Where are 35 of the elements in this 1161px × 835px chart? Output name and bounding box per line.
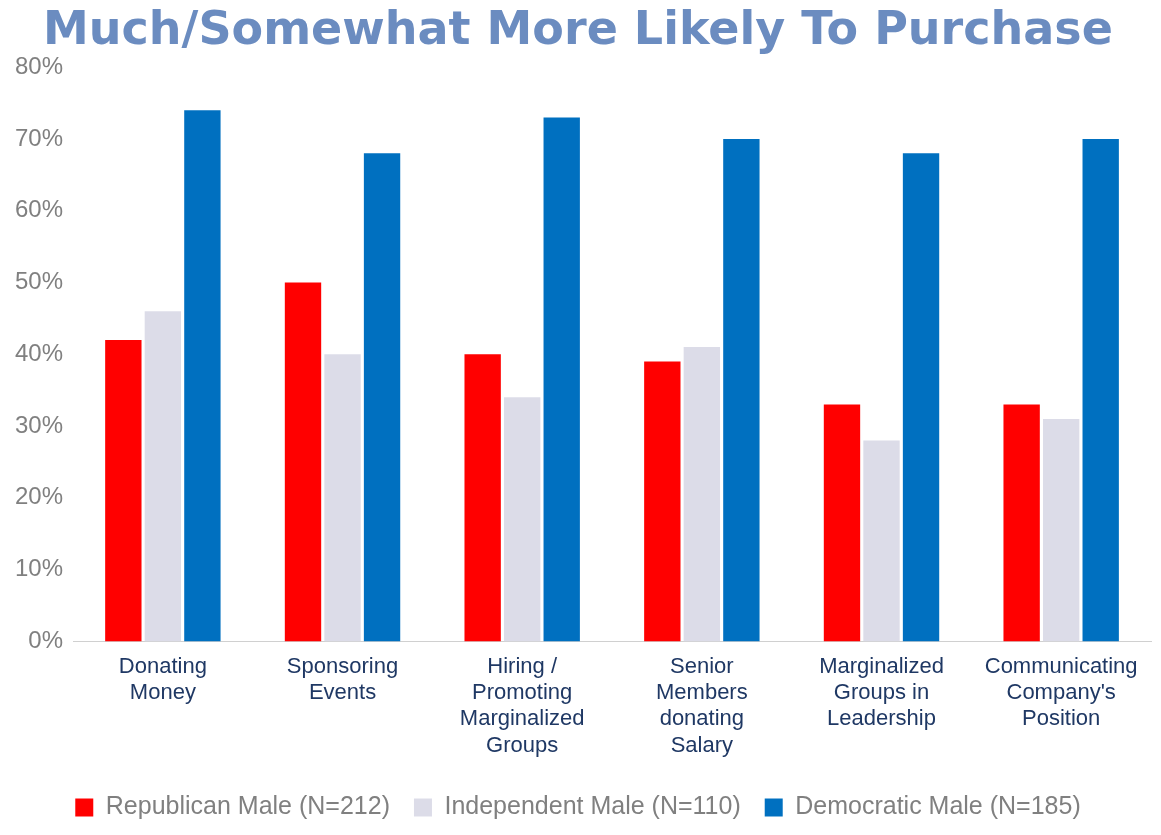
x-tick-label: Senior Members donating Salary <box>656 652 748 757</box>
bar <box>644 361 681 642</box>
x-tick-label: Hiring / Promoting Marginalized Groups <box>459 652 585 757</box>
y-tick-label: 50% <box>14 267 64 295</box>
bar <box>284 282 322 642</box>
bar <box>324 354 361 642</box>
bar <box>1082 138 1119 642</box>
bar <box>105 339 142 642</box>
bar <box>1042 418 1080 642</box>
bar <box>144 311 182 642</box>
legend-label: Democratic Male (N=185) <box>795 791 1081 820</box>
x-tick-label: Marginalized Groups in Leadership <box>819 652 944 731</box>
bar <box>823 404 861 642</box>
bar <box>363 153 401 642</box>
x-tick-label: Sponsoring Events <box>286 652 399 705</box>
y-tick-label: 40% <box>14 338 64 366</box>
y-tick-label: 30% <box>14 410 64 438</box>
legend-label: Independent Male (N=110) <box>444 791 741 820</box>
x-tick-label: Communicating Company's Position <box>984 652 1138 731</box>
bar <box>543 117 580 642</box>
bar <box>902 153 940 642</box>
y-tick-label: 10% <box>14 554 64 582</box>
y-tick-label: 0% <box>28 626 64 654</box>
y-tick-label: 60% <box>14 195 64 223</box>
y-tick-label: 70% <box>14 123 64 151</box>
y-tick-label: 20% <box>14 482 64 510</box>
bar <box>723 138 760 642</box>
bar <box>464 354 501 642</box>
bar <box>863 440 900 642</box>
bar <box>184 110 221 642</box>
bar <box>1003 404 1040 642</box>
x-tick-label: Donating Money <box>118 652 207 705</box>
bar <box>683 347 721 642</box>
legend-label: Republican Male (N=212) <box>105 791 390 820</box>
bar <box>504 397 541 642</box>
